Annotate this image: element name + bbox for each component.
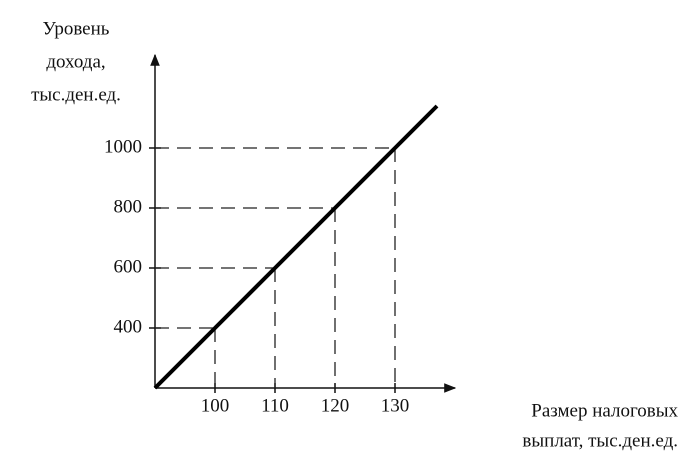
x-tick-label: 130 bbox=[381, 395, 410, 416]
y-axis-label: Уровень bbox=[43, 18, 110, 39]
y-tick-label: 1000 bbox=[104, 136, 142, 157]
x-tick-label: 110 bbox=[261, 395, 289, 416]
x-axis-label: Размер налоговых bbox=[531, 400, 678, 421]
y-tick-label: 400 bbox=[114, 316, 143, 337]
y-axis-label: дохода, bbox=[46, 51, 105, 72]
y-axis-label: тыс.ден.ед. bbox=[31, 84, 121, 105]
line bbox=[153, 104, 439, 390]
x-tick-label: 100 bbox=[201, 395, 230, 416]
x-axis-label: выплат, тыс.ден.ед. bbox=[522, 430, 678, 451]
y-tick-label: 600 bbox=[114, 256, 143, 277]
x-tick-label: 120 bbox=[321, 395, 350, 416]
y-tick-label: 800 bbox=[114, 196, 143, 217]
